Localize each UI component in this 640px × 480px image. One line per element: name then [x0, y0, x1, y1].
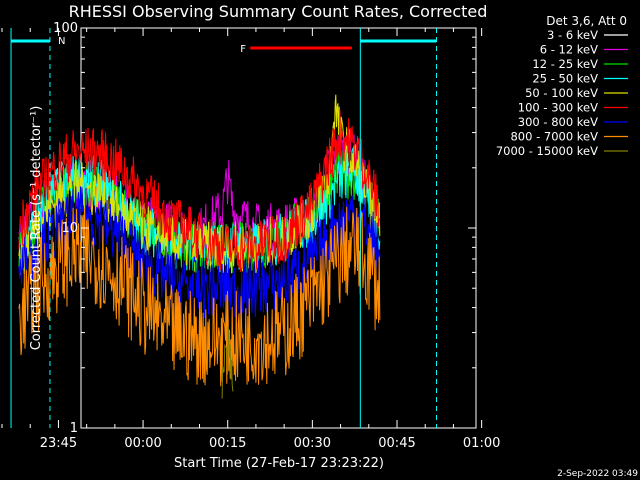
y-tick-label-0: 1	[70, 421, 78, 436]
series-line-4	[18, 94, 381, 275]
chart-title: RHESSI Observing Summary Count Rates, Co…	[69, 2, 488, 21]
legend-label-4: 50 - 100 keV	[525, 86, 598, 100]
flare-label: F	[240, 44, 246, 55]
legend-label-1: 6 - 12 keV	[540, 43, 598, 57]
x-tick-label-5: 00:45	[378, 436, 415, 451]
series-layer	[18, 94, 381, 399]
series-line-7	[18, 206, 381, 387]
tick-layer: 11010023:3023:4500:0000:1500:3000:4501:0…	[1, 21, 500, 451]
night-label: N	[58, 36, 65, 47]
y-axis-label: Corrected Count Rate (s⁻¹ detector⁻¹)	[29, 106, 44, 351]
x-tick-label-4: 00:30	[294, 436, 331, 451]
x-tick-label-2: 00:00	[124, 436, 161, 451]
legend-label-7: 800 - 7000 keV	[510, 130, 598, 144]
y-tick-label-1: 10	[61, 221, 78, 236]
series-line-5	[18, 109, 381, 272]
series-line-8	[221, 326, 234, 399]
series-line-6	[18, 186, 381, 319]
legend-label-2: 12 - 25 keV	[532, 57, 598, 71]
legend-label-8: 7000 - 15000 keV	[496, 144, 598, 158]
legend-label-6: 300 - 800 keV	[518, 115, 598, 129]
x-tick-label-6: 01:00	[463, 436, 500, 451]
marker-layer: NF	[10, 28, 437, 428]
x-tick-label-1: 23:45	[40, 436, 77, 451]
y-tick-label-2: 100	[53, 21, 78, 36]
legend-header: Det 3,6, Att 0	[546, 14, 627, 28]
legend-label-0: 3 - 6 keV	[547, 28, 598, 42]
legend-label-5: 100 - 300 keV	[518, 101, 598, 115]
generated-timestamp: 2-Sep-2022 03:49	[557, 469, 638, 479]
x-tick-label-3: 00:15	[209, 436, 246, 451]
legend-label-3: 25 - 50 keV	[532, 72, 598, 86]
x-axis-label: Start Time (27-Feb-17 23:23:22)	[174, 456, 384, 471]
